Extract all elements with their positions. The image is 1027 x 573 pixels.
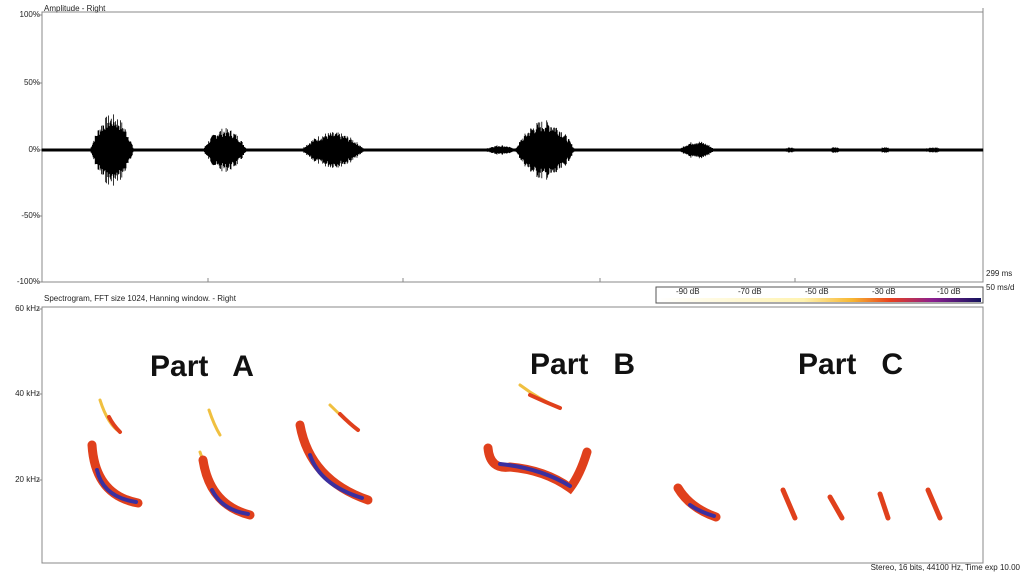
spectrogram-axis: 60 kHz 40 kHz 20 kHz xyxy=(15,304,42,484)
y-tick-label: -100% xyxy=(17,277,40,286)
color-scale-label: -70 dB xyxy=(738,287,762,296)
color-scale-bar xyxy=(658,298,981,302)
waveform-panel xyxy=(42,12,983,282)
color-scale-label: -10 dB xyxy=(937,287,961,296)
annotation: Part B xyxy=(530,348,635,381)
spectrogram-title: Spectrogram, FFT size 1024, Hanning wind… xyxy=(44,294,237,303)
y-tick-label: 40 kHz xyxy=(15,389,40,398)
color-scale-label: -50 dB xyxy=(805,287,829,296)
y-tick-label: 100% xyxy=(20,10,40,19)
app-window: Amplitude - Right 100%50%0%-50%-100% 299… xyxy=(0,0,1027,573)
annotation: Part A xyxy=(150,350,254,383)
color-scale-label: -30 dB xyxy=(872,287,896,296)
y-tick-label: 50% xyxy=(24,78,40,87)
page: Amplitude - Right 100%50%0%-50%-100% 299… xyxy=(0,0,1027,573)
y-tick-label: 20 kHz xyxy=(15,475,40,484)
time-window: 299 ms xyxy=(986,269,1012,278)
status-bar: Stereo, 16 bits, 44100 Hz, Time exp 10.0… xyxy=(871,563,1021,572)
spectrogram-panel xyxy=(42,307,983,563)
waveform-title: Amplitude - Right xyxy=(44,4,106,13)
annotation: Part C xyxy=(798,348,903,381)
color-scale-label: -90 dB xyxy=(676,287,700,296)
y-tick-label: 60 kHz xyxy=(15,304,40,313)
time-scale: 50 ms/d xyxy=(986,283,1014,292)
y-tick-label: -50% xyxy=(21,211,40,220)
